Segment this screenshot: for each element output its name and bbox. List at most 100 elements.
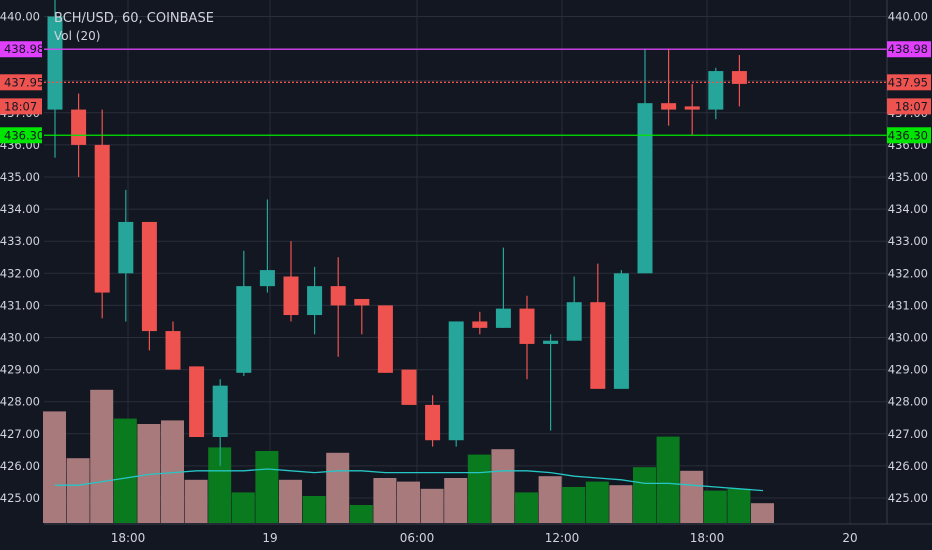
candle-body [330, 286, 346, 306]
left-price-tag-box [0, 127, 42, 144]
candle-body [425, 404, 441, 441]
right-price-tag-label: 438.98 [888, 42, 928, 56]
left-axis-tick-label: 432.00 [0, 266, 40, 280]
volume-bar [397, 481, 420, 523]
candle-body [401, 369, 417, 405]
candle-body [684, 106, 700, 110]
right-axis-tick-label: 429.00 [888, 363, 928, 377]
left-axis-tick-label: 431.00 [0, 298, 40, 312]
candle-body [448, 321, 464, 441]
volume-bar [420, 488, 444, 523]
volume-moving-average-line [55, 468, 764, 492]
candlesticks [47, 0, 747, 466]
candle-body [141, 221, 157, 332]
time-axis-tick-label: 18:00 [690, 531, 725, 545]
candle-body [377, 305, 393, 373]
volume-bar [444, 478, 468, 523]
time-axis[interactable]: 18:00 19 06:00 12:00 18:00 20 [111, 531, 858, 545]
volume-bar [302, 496, 326, 523]
volume-bar [208, 447, 232, 523]
candle-body [307, 286, 323, 316]
left-price-tag-label: 437.95 [4, 75, 44, 89]
right-axis-tick-label: 425.00 [888, 491, 928, 505]
candle-body [661, 103, 677, 110]
volume-bar [161, 420, 184, 523]
volume-bar [703, 490, 727, 523]
time-axis-tick-label: 20 [842, 531, 857, 545]
volume-bar [255, 451, 279, 523]
candle-body [165, 331, 181, 370]
time-axis-tick-label: 19 [262, 531, 277, 545]
right-price-tag-label: 18:07 [895, 99, 928, 113]
volume-bar [538, 476, 562, 523]
candle-body [71, 109, 87, 145]
right-axis-tick-label: 427.00 [888, 427, 928, 441]
right-price-tag-label: 436.30 [888, 128, 928, 142]
right-axis-tick-label: 432.00 [888, 266, 928, 280]
volume-bar [43, 411, 66, 523]
volume-bar [633, 467, 656, 523]
volume-bar [680, 470, 704, 523]
volume-bar [184, 479, 208, 523]
volume-bar [113, 418, 137, 523]
left-axis-tick-label: 425.00 [0, 491, 40, 505]
left-axis-tick-label: 435.00 [0, 170, 40, 184]
volume-bar [609, 485, 633, 523]
time-axis-tick-label: 18:00 [111, 531, 146, 545]
volume-bar [231, 492, 255, 523]
volume-bar [562, 487, 586, 523]
horizontal-price-lines [44, 48, 887, 136]
candle-body [566, 302, 582, 341]
left-axis-tick-label: 434.00 [0, 202, 40, 216]
right-price-tag-label: 437.95 [888, 75, 928, 89]
volume-bar [515, 492, 538, 523]
candle-body [495, 308, 511, 328]
left-axis-tick-label: 428.00 [0, 395, 40, 409]
left-price-tag-box [0, 98, 42, 115]
right-axis-tick-label: 430.00 [888, 331, 928, 345]
volume-bar [373, 478, 397, 523]
left-price-tag-label: 438.98 [4, 42, 44, 56]
candle-body [590, 302, 606, 389]
volume-bar [90, 389, 114, 523]
candle-body [47, 16, 63, 110]
candle-body [283, 276, 299, 316]
volume-bar [727, 488, 751, 523]
candle-body [731, 71, 747, 84]
candle-body [354, 298, 370, 306]
left-price-tag-box [0, 41, 42, 58]
right-axis-tick-label: 431.00 [888, 298, 928, 312]
candle-body [118, 221, 134, 274]
left-price-tag-box [0, 74, 42, 91]
candle-body [519, 308, 535, 344]
candle-body [637, 103, 653, 274]
left-price-tag-label: 18:07 [4, 99, 37, 113]
candle-body [189, 366, 205, 438]
right-price-tag-box [887, 98, 931, 115]
left-axis-tick-label: 440.00 [0, 10, 40, 24]
left-axis-tick-label: 429.00 [0, 363, 40, 377]
volume-bar [656, 436, 680, 523]
candle-body [212, 385, 228, 438]
volume-bar [66, 458, 90, 523]
volume-bar [326, 452, 350, 523]
volume-bar [137, 424, 161, 523]
volume-bar [585, 481, 609, 523]
left-axis-tick-label: 430.00 [0, 331, 40, 345]
right-axis-tick-label: 433.00 [888, 234, 928, 248]
chart-title: BCH/USD, 60, COINBASE [54, 11, 214, 26]
left-price-tag-label: 436.30 [4, 128, 44, 142]
right-axis-tick-label: 426.00 [888, 459, 928, 473]
right-price-tag-box [887, 41, 931, 58]
volume-bar [751, 503, 774, 523]
time-axis-tick-label: 12:00 [545, 531, 580, 545]
left-axis-tick-label: 427.00 [0, 427, 40, 441]
candle-body [543, 340, 559, 344]
left-axis-tick-label: 426.00 [0, 459, 40, 473]
candle-body [94, 144, 110, 293]
volume-indicator-label: Vol (20) [54, 29, 100, 43]
time-axis-tick-label: 06:00 [400, 531, 435, 545]
candle-body [613, 273, 629, 389]
volume-bar [491, 449, 515, 523]
